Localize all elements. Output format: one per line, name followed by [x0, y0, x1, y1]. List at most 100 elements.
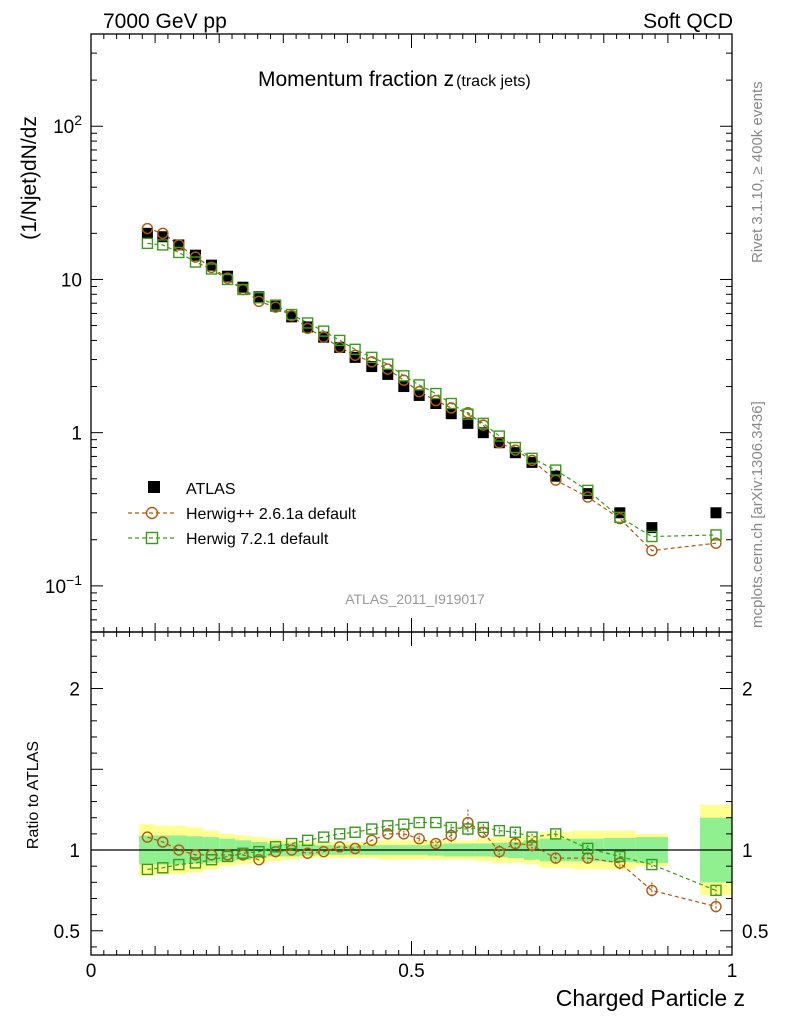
ratio-y-tick-label-left: 0.5	[54, 922, 80, 943]
atlas-data-point	[173, 239, 185, 251]
herwigpp-point	[141, 222, 154, 235]
herwig7-point	[526, 452, 538, 465]
ratio-herwigpp-point	[157, 836, 169, 848]
atlas-data-point	[318, 331, 330, 343]
herwigpp-point	[157, 227, 169, 240]
herwig7-point	[550, 464, 562, 476]
ratio-herwig7-point	[157, 862, 169, 874]
legend-label-atlas: ATLAS	[186, 481, 236, 498]
ratio-panel	[141, 809, 722, 915]
ratio-herwig7-point	[285, 837, 298, 850]
herwig7-point	[253, 292, 265, 304]
header-right: Soft QCD	[643, 10, 733, 33]
herwigpp-point	[646, 544, 658, 557]
herwig7-point	[173, 246, 185, 259]
herwig7-point	[398, 370, 410, 382]
ratio-herwig7-point	[413, 816, 425, 829]
herwig7-point	[301, 317, 314, 329]
herwig7-point	[221, 273, 234, 286]
ratio-bands	[91, 804, 732, 896]
herwig7-point	[157, 239, 169, 251]
ratio-frame	[90, 631, 733, 956]
atlas-data-point	[286, 311, 298, 323]
herwigpp-point	[430, 394, 442, 407]
atlas-data-point	[222, 270, 234, 282]
ratio-herwigpp-point	[430, 837, 442, 850]
herwig7-point	[349, 343, 361, 356]
atlas-data-point	[334, 341, 346, 353]
ratio-herwig7-point	[493, 824, 506, 837]
atlas-data-point	[493, 437, 505, 449]
legend-label-herwig7: Herwig 7.2.1 default	[186, 531, 329, 548]
ratio-herwig7-point	[398, 818, 410, 830]
ratio-herwigpp-point	[710, 900, 722, 913]
atlas-data-point	[445, 408, 457, 420]
herwig7-point	[237, 283, 249, 296]
atlas-data-point	[349, 351, 361, 363]
ratio-herwigpp-point	[445, 829, 457, 842]
ratio-y-tick-label-left: 2	[69, 680, 80, 701]
main-markers	[141, 222, 722, 557]
ratio-herwig7-point	[550, 828, 562, 840]
ratio-herwig7-point	[710, 884, 722, 897]
ratio-herwig7-point	[253, 845, 265, 858]
x-tick-label: 1	[727, 961, 738, 982]
ratio-herwig7-point	[349, 826, 361, 838]
ratio-herwigpp-point	[413, 833, 425, 845]
ratio-herwigpp-point	[189, 849, 202, 861]
herwig7-point	[141, 237, 154, 250]
legend-marker-atlas	[148, 481, 160, 493]
ratio-herwigpp-point	[349, 842, 361, 855]
ratio-y-tick-label-right: 2	[742, 680, 753, 701]
atlas-data-point	[189, 249, 201, 261]
ratio-herwigpp-point	[509, 837, 522, 850]
ratio-herwig7-point	[269, 841, 282, 853]
herwigpp-point	[334, 341, 346, 354]
herwigpp-point	[349, 349, 361, 361]
x-tick-label: 0	[86, 961, 97, 982]
atlas-data-point	[237, 281, 249, 293]
x-tick-label: 0.5	[398, 961, 424, 982]
ratio-herwigpp-point	[526, 839, 538, 851]
herwig7-point	[189, 256, 202, 268]
ratio-herwig7-point	[237, 847, 249, 859]
ratio-herwig7-point	[141, 863, 154, 876]
ratio-herwig7-point	[646, 858, 658, 871]
ratio-herwig7-point	[221, 850, 234, 863]
ratio-herwigpp-point	[285, 844, 298, 856]
herwigpp-point	[710, 537, 722, 549]
herwigpp-point	[493, 437, 506, 449]
x-axis-label: Charged Particle z	[556, 985, 745, 1011]
herwig7-point	[710, 529, 722, 541]
herwig7-point	[269, 299, 282, 311]
atlas-data-point	[302, 321, 314, 333]
herwig7-point	[509, 441, 522, 454]
ratio-herwigpp-point	[334, 841, 346, 853]
ratio-herwig7-point	[445, 821, 457, 834]
ratio-herwig7-point	[430, 816, 442, 829]
herwig7-point	[462, 408, 474, 420]
ratio-herwigpp-point	[317, 845, 330, 858]
ratio-herwigpp-point	[493, 845, 506, 858]
herwigpp-point	[582, 491, 594, 503]
herwig7-point	[477, 417, 489, 430]
herwig7-point	[366, 351, 378, 364]
ratio-y-axis-label: Ratio to ATLAS	[25, 741, 42, 849]
main-y-tick-label: 102	[53, 112, 82, 138]
side-label-rivet: Rivet 3.1.10, ≥ 400k events	[749, 81, 766, 263]
legend-marker-herwig7	[145, 531, 159, 545]
ratio-herwigpp-point	[646, 884, 658, 897]
herwig7-point	[285, 308, 298, 321]
ratio-herwig7-point	[334, 828, 346, 840]
herwig7-point	[413, 379, 425, 391]
herwig7-point	[493, 430, 506, 442]
legend: ATLAS Herwig++ 2.6.1a default Herwig 7.2…	[128, 481, 356, 548]
herwig7-point	[205, 263, 218, 275]
ratio-y-tick-label-left: 1	[69, 841, 80, 862]
atlas-data-point	[462, 417, 474, 429]
ratio-herwig7-point	[509, 826, 522, 838]
main-y-axis-label: (1/Njet)dN/dz	[18, 116, 41, 240]
atlas-data-point	[430, 398, 442, 410]
